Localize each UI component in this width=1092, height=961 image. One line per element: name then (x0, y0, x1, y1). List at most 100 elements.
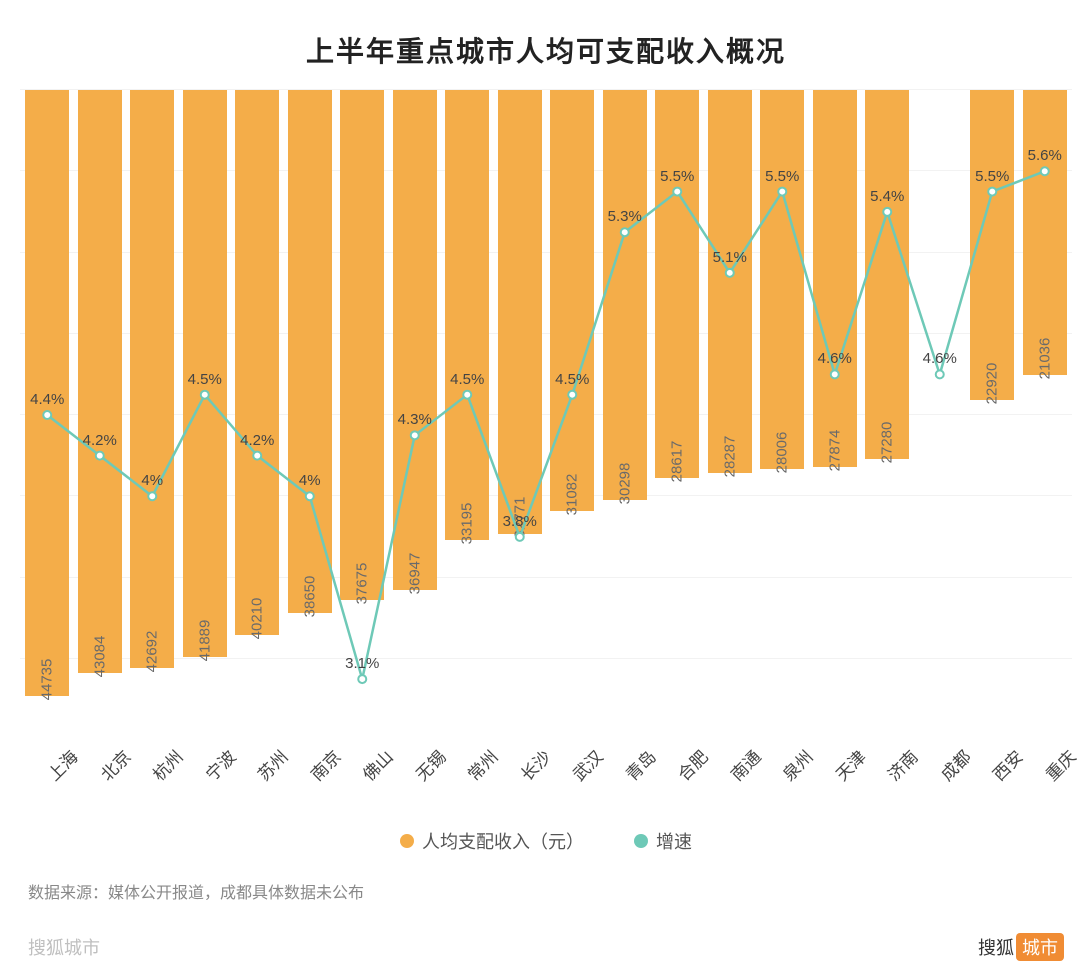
bar-slot: 33195 (444, 90, 491, 740)
x-axis-label: 青岛 (608, 734, 664, 790)
x-axis-label: 天津 (818, 734, 874, 790)
line-point-label: 4.6% (818, 351, 852, 368)
x-axis-label: 武汉 (556, 734, 612, 790)
x-axis-label: 苏州 (241, 734, 297, 790)
bar-slot: 21036 (1022, 90, 1069, 740)
chart-container: 上半年重点城市人均可支配收入概况 44735430844269241889402… (0, 0, 1092, 926)
x-axis-labels: 上海北京杭州宁波苏州南京佛山无锡常州长沙武汉青岛合肥南通泉州天津济南成都西安重庆 (20, 740, 1072, 783)
x-axis-label: 西安 (976, 734, 1032, 790)
bar: 22920 (970, 90, 1014, 400)
bar-value-label: 21036 (1036, 338, 1053, 380)
bar-value-label: 38650 (301, 576, 318, 618)
bar: 43084 (78, 90, 122, 673)
bar-value-label: 43084 (91, 636, 108, 678)
bar-value-label: 28287 (721, 436, 738, 478)
bar-slot: 28006 (759, 90, 806, 740)
bar: 33195 (445, 90, 489, 540)
legend-bar-label: 人均支配收入（元） (422, 828, 584, 854)
bar-slot: 22920 (969, 90, 1016, 740)
bar: 28006 (760, 90, 804, 469)
line-point-label: 4% (141, 472, 163, 489)
line-point-label: 4.2% (240, 432, 274, 449)
bar-slot: 32771 (497, 90, 544, 740)
legend-item-line: 增速 (634, 828, 692, 854)
bar-slot (917, 90, 964, 740)
source-note: 数据来源：媒体公开报道，成都具体数据未公布 (20, 879, 1072, 903)
line-point-label: 5.3% (608, 208, 642, 225)
bar-value-label: 37675 (354, 563, 371, 605)
bar: 36947 (393, 90, 437, 590)
line-point-label: 5.5% (765, 168, 799, 185)
line-point-label: 4.3% (398, 412, 432, 429)
footer-brand-left: 搜狐城市 (28, 934, 100, 960)
bar-slot: 44735 (24, 90, 71, 740)
bar-slot: 38650 (287, 90, 334, 740)
footer-badge: 城市 (1016, 933, 1064, 961)
footer-logo-text: 搜狐 (978, 934, 1014, 960)
bar-value-label: 40210 (249, 597, 266, 639)
legend: 人均支配收入（元） 增速 (20, 828, 1072, 854)
bar: 28617 (655, 90, 699, 478)
line-point-label: 4.5% (450, 371, 484, 388)
line-point-label: 5.4% (870, 188, 904, 205)
bar-value-label: 33195 (459, 502, 476, 544)
line-point-label: 4.5% (555, 371, 589, 388)
bar-value-label: 22920 (984, 363, 1001, 405)
bar-value-label: 41889 (196, 620, 213, 662)
bar: 28287 (708, 90, 752, 473)
bar-slot: 42692 (129, 90, 176, 740)
bar-value-label: 27280 (879, 422, 896, 464)
bar-value-label: 27874 (826, 430, 843, 472)
bar-value-label: 44735 (39, 658, 56, 700)
bar-slot: 43084 (77, 90, 124, 740)
bar: 42692 (130, 90, 174, 668)
bar-slot: 28617 (654, 90, 701, 740)
bar-value-label: 30298 (616, 463, 633, 505)
legend-line-label: 增速 (656, 828, 692, 854)
line-point-label: 3.8% (503, 513, 537, 530)
x-axis-label: 合肥 (661, 734, 717, 790)
line-point-label: 4.6% (923, 351, 957, 368)
plot-area: 4473543084426924188940210386503767536947… (20, 90, 1072, 740)
bar-value-label: 28006 (774, 432, 791, 474)
line-point-label: 5.5% (975, 168, 1009, 185)
x-axis-label: 无锡 (398, 734, 454, 790)
bar-slot: 28287 (707, 90, 754, 740)
line-point-label: 4.5% (188, 371, 222, 388)
bar: 27874 (813, 90, 857, 467)
bar: 37675 (340, 90, 384, 600)
x-axis-label: 南京 (293, 734, 349, 790)
bar-value-label: 42692 (144, 631, 161, 673)
bar-slot: 30298 (602, 90, 649, 740)
bar: 38650 (288, 90, 332, 613)
x-axis-label: 杭州 (136, 734, 192, 790)
line-point-label: 5.6% (1028, 147, 1062, 164)
x-axis-label: 宁波 (188, 734, 244, 790)
x-axis-label: 长沙 (503, 734, 559, 790)
footer-brand-right: 搜狐 城市 (978, 933, 1064, 961)
bar: 40210 (235, 90, 279, 635)
line-point-label: 3.1% (345, 655, 379, 672)
legend-dot-line-icon (634, 834, 648, 848)
chart-title: 上半年重点城市人均可支配收入概况 (20, 30, 1072, 70)
line-point-label: 5.5% (660, 168, 694, 185)
bar: 21036 (1023, 90, 1067, 375)
bar: 32771 (498, 90, 542, 534)
x-axis-label: 上海 (31, 734, 87, 790)
bar-slot: 37675 (339, 90, 386, 740)
x-axis-label: 北京 (83, 734, 139, 790)
x-axis-label: 重庆 (1028, 734, 1084, 790)
x-axis-label: 常州 (451, 734, 507, 790)
bar: 27280 (865, 90, 909, 459)
line-point-label: 5.1% (713, 249, 747, 266)
bar-value-label: 31082 (564, 474, 581, 516)
x-axis-label: 佛山 (346, 734, 402, 790)
x-axis-label: 成都 (923, 734, 979, 790)
bar-slot: 41889 (182, 90, 229, 740)
bar-slot: 27874 (812, 90, 859, 740)
line-point-label: 4% (299, 472, 321, 489)
bar-value-label: 28617 (669, 440, 686, 482)
x-axis-label: 南通 (713, 734, 769, 790)
legend-dot-bar-icon (400, 834, 414, 848)
bar: 31082 (550, 90, 594, 511)
